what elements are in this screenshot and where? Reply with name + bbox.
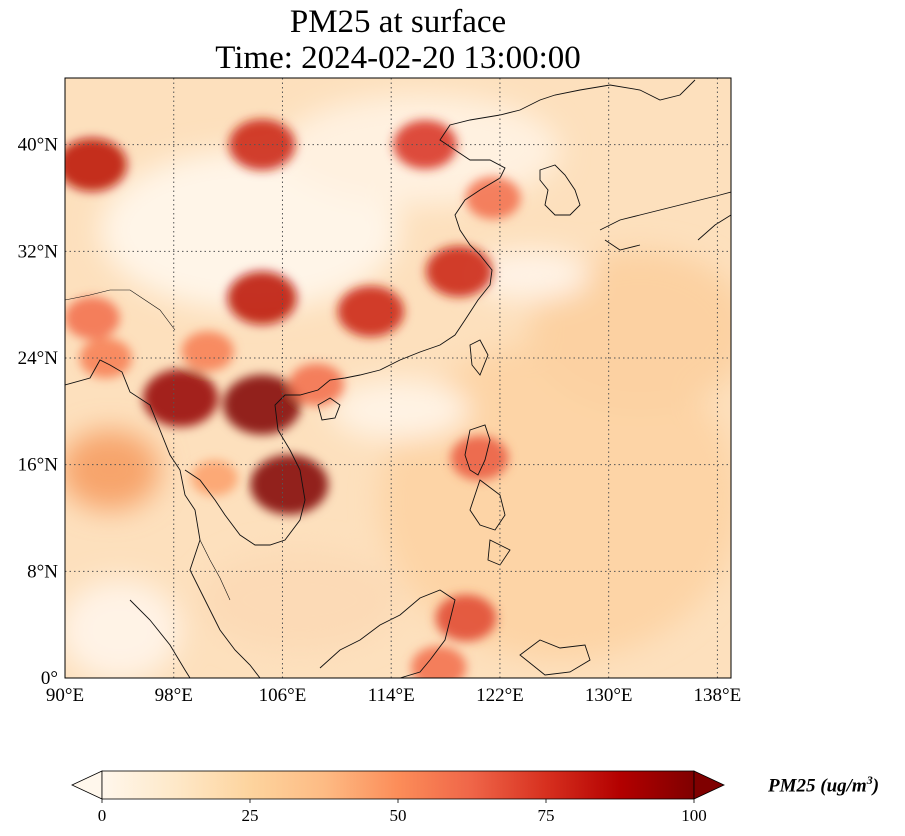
latitude-tick-label: 16°N: [18, 455, 59, 476]
pm25-hotspot: [337, 285, 405, 337]
pm25-bay-of-bengal-haze: [65, 430, 160, 510]
coast-burma-malay: [65, 359, 261, 678]
latitude-tick-label: 24°N: [18, 348, 59, 369]
map-plot-area[interactable]: [57, 78, 750, 689]
longitude-tick-label: 130°E: [585, 685, 633, 706]
longitude-tick-labels: 90°E 98°E 106°E 114°E 122°E 130°E 138°E: [46, 685, 741, 706]
pm25-andaman-clean: [65, 580, 180, 678]
colorbar-tick-label: 50: [390, 806, 407, 825]
coastlines: [65, 79, 731, 678]
latitude-tick-label: 32°N: [18, 241, 59, 262]
pm25-hotspot: [288, 363, 345, 406]
colorbar-label: PM25 (ug/m3): [768, 773, 880, 797]
coast-sumatra: [129, 599, 191, 678]
gridlines: [65, 78, 731, 678]
pm25-ocean-plume: [380, 340, 731, 660]
pm25-pacific-band: [530, 250, 731, 410]
longitude-tick-label: 122°E: [476, 685, 524, 706]
latitude-tick-labels: 0° 8°N 16°N 24°N 32°N 40°N: [18, 135, 59, 689]
pm25-hotspot: [65, 296, 120, 340]
coast-taiwan: [469, 339, 489, 376]
pm25-hotspot: [227, 271, 297, 325]
colorbar-tick-label: 0: [98, 806, 107, 825]
longitude-tick-label: 90°E: [46, 685, 84, 706]
colorbar-tick-label: 100: [681, 806, 707, 825]
colorbar: 0 25 50 75 100: [71, 770, 725, 825]
latitude-tick-label: 8°N: [27, 561, 58, 582]
colorbar-tick-label: 25: [242, 806, 259, 825]
coast-korea: [539, 164, 581, 216]
pm25-hotspot: [191, 460, 238, 496]
coast-hainan: [317, 397, 341, 421]
coast-borneo: [319, 589, 456, 678]
longitude-tick-label: 114°E: [368, 685, 415, 706]
longitude-tick-label: 98°E: [155, 685, 193, 706]
longitude-tick-label: 106°E: [259, 685, 307, 706]
border-peninsula: [199, 539, 231, 601]
colorbar-tick-labels: 0 25 50 75 100: [98, 799, 707, 825]
pm25-hotspot: [435, 594, 497, 642]
map-title: PM25 at surface: [289, 4, 507, 40]
pm25-smooth-field: [65, 95, 731, 678]
pm25-hotspot: [65, 137, 127, 192]
pm25-hotspot: [425, 245, 493, 297]
pm25-hotspot: [142, 369, 219, 427]
pm25-hotspot: [450, 435, 509, 481]
latitude-tick-label: 0°: [41, 668, 58, 689]
colorbar-extend-max: [693, 770, 725, 800]
colorbar-extend-min: [71, 770, 103, 800]
pm25-hotspot: [411, 646, 467, 678]
longitude-tick-label: 138°E: [694, 685, 742, 706]
coast-sulawesi-east: [519, 639, 591, 676]
pm25-hotspot: [250, 454, 329, 515]
colorbar-tick-label: 75: [538, 806, 555, 825]
pm25-hotspot: [465, 176, 521, 220]
pm25-hotspot: [223, 374, 302, 435]
pm25-hotspots: [65, 119, 521, 678]
coast-china: [184, 79, 696, 546]
pm25-malay-field: [200, 550, 400, 650]
pm25-hotspot: [181, 331, 234, 372]
map-subtitle-time: Time: 2024-02-20 13:00:00: [215, 40, 581, 76]
latitude-tick-label: 40°N: [18, 135, 59, 156]
border-south-asia: [65, 289, 176, 331]
coast-japan: [599, 191, 731, 251]
colorbar-bar: [101, 770, 695, 800]
map-frame: [64, 77, 732, 679]
pm25-hotspot: [228, 119, 296, 171]
pm25-scs-clean-patch: [330, 380, 470, 440]
